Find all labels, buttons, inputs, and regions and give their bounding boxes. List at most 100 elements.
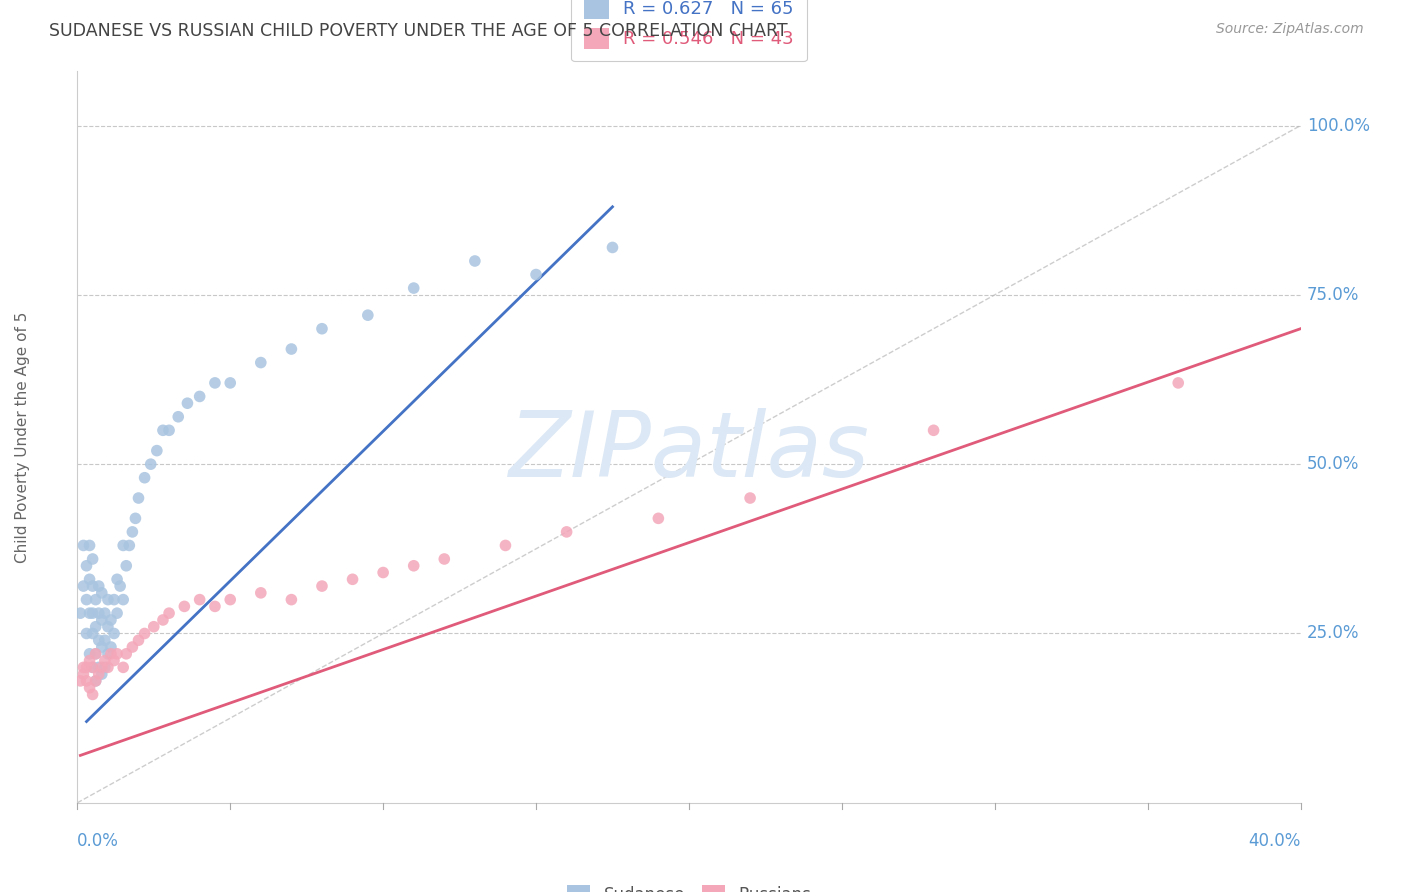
Point: [94, 660, 117, 674]
Point: [84, 592, 107, 607]
Point: [72, 667, 94, 681]
Point: [84, 620, 107, 634]
Point: [173, 599, 195, 614]
Point: [87, 579, 110, 593]
Point: [124, 511, 146, 525]
Point: [555, 524, 578, 539]
Point: [922, 423, 945, 437]
Point: [103, 654, 125, 668]
Point: [72, 579, 94, 593]
Point: [146, 443, 169, 458]
Point: [87, 606, 110, 620]
Point: [100, 647, 122, 661]
Point: [72, 538, 94, 552]
Point: [280, 592, 302, 607]
Point: [84, 647, 107, 661]
Point: [103, 626, 125, 640]
Point: [134, 471, 156, 485]
Point: [79, 654, 101, 668]
Point: [69, 606, 91, 620]
Text: Source: ZipAtlas.com: Source: ZipAtlas.com: [1216, 22, 1364, 37]
Point: [94, 606, 117, 620]
Point: [118, 538, 141, 552]
Point: [76, 592, 98, 607]
Point: [84, 673, 107, 688]
Point: [250, 586, 273, 600]
Point: [82, 660, 104, 674]
Point: [112, 592, 135, 607]
Point: [188, 389, 211, 403]
Point: [402, 281, 425, 295]
Point: [121, 524, 143, 539]
Text: 50.0%: 50.0%: [1306, 455, 1360, 473]
Text: 0.0%: 0.0%: [77, 832, 120, 850]
Point: [100, 613, 122, 627]
Point: [79, 681, 101, 695]
Point: [219, 592, 242, 607]
Point: [402, 558, 425, 573]
Legend: Sudanese, Russians: Sudanese, Russians: [558, 877, 820, 892]
Point: [280, 342, 302, 356]
Point: [112, 660, 135, 674]
Text: 40.0%: 40.0%: [1249, 832, 1301, 850]
Point: [157, 423, 180, 437]
Point: [139, 457, 162, 471]
Point: [90, 613, 112, 627]
Point: [79, 572, 101, 586]
Point: [84, 673, 107, 688]
Point: [371, 566, 394, 580]
Point: [134, 626, 156, 640]
Point: [152, 423, 174, 437]
Point: [250, 355, 273, 369]
Point: [342, 572, 364, 586]
Point: [94, 654, 117, 668]
Point: [115, 647, 138, 661]
Text: 100.0%: 100.0%: [1306, 117, 1369, 135]
Point: [127, 633, 149, 648]
Point: [97, 660, 120, 674]
Point: [157, 606, 180, 620]
Text: 75.0%: 75.0%: [1306, 285, 1360, 304]
Point: [464, 254, 486, 268]
Point: [82, 606, 104, 620]
Point: [79, 647, 101, 661]
Point: [90, 667, 112, 681]
Point: [524, 268, 547, 282]
Point: [90, 586, 112, 600]
Point: [82, 688, 104, 702]
Point: [495, 538, 517, 552]
Point: [87, 667, 110, 681]
Point: [76, 626, 98, 640]
Point: [90, 660, 112, 674]
Point: [740, 491, 762, 505]
Point: [94, 633, 117, 648]
Point: [219, 376, 242, 390]
Point: [311, 579, 333, 593]
Point: [188, 592, 211, 607]
Point: [357, 308, 380, 322]
Point: [602, 240, 624, 254]
Point: [108, 579, 131, 593]
Point: [72, 660, 94, 674]
Point: [100, 640, 122, 654]
Point: [82, 552, 104, 566]
Point: [69, 673, 91, 688]
Point: [647, 511, 669, 525]
Text: SUDANESE VS RUSSIAN CHILD POVERTY UNDER THE AGE OF 5 CORRELATION CHART: SUDANESE VS RUSSIAN CHILD POVERTY UNDER …: [49, 22, 787, 40]
Point: [1167, 376, 1189, 390]
Point: [82, 579, 104, 593]
Point: [311, 322, 333, 336]
Point: [76, 558, 98, 573]
Point: [87, 633, 110, 648]
Point: [103, 592, 125, 607]
Point: [105, 606, 128, 620]
Point: [82, 626, 104, 640]
Point: [105, 572, 128, 586]
Point: [76, 673, 98, 688]
Point: [121, 640, 143, 654]
Point: [152, 613, 174, 627]
Point: [76, 660, 98, 674]
Text: Child Poverty Under the Age of 5: Child Poverty Under the Age of 5: [15, 311, 30, 563]
Point: [127, 491, 149, 505]
Point: [105, 647, 128, 661]
